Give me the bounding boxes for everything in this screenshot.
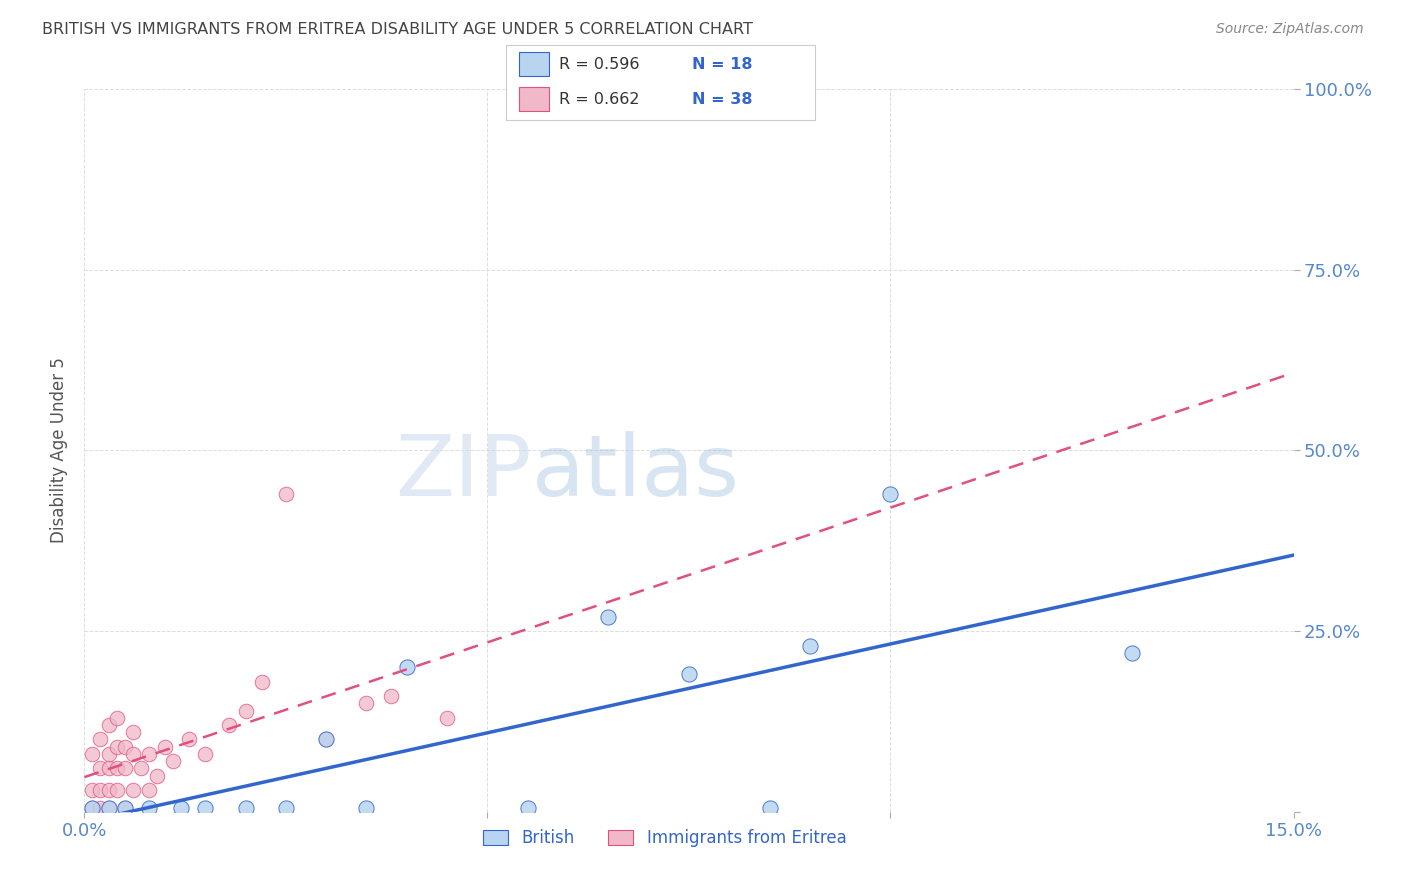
Point bbox=[105, 783, 128, 797]
Point bbox=[598, 609, 620, 624]
Point bbox=[194, 801, 217, 815]
Point bbox=[121, 783, 143, 797]
Point bbox=[89, 732, 111, 747]
Point bbox=[89, 783, 111, 797]
Text: R = 0.662: R = 0.662 bbox=[558, 92, 640, 107]
Y-axis label: Disability Age Under 5: Disability Age Under 5 bbox=[49, 358, 67, 543]
Point bbox=[235, 704, 257, 718]
Point bbox=[129, 761, 152, 775]
Point bbox=[274, 801, 297, 815]
Text: N = 38: N = 38 bbox=[692, 92, 752, 107]
Point bbox=[170, 801, 193, 815]
Point bbox=[105, 711, 128, 725]
Point bbox=[146, 769, 169, 783]
Point bbox=[179, 732, 201, 747]
Point bbox=[82, 801, 104, 815]
Point bbox=[758, 801, 780, 815]
Point bbox=[356, 801, 378, 815]
Point bbox=[97, 747, 120, 761]
Point bbox=[436, 711, 458, 725]
Point bbox=[678, 667, 700, 681]
Point bbox=[97, 783, 120, 797]
Point bbox=[138, 783, 160, 797]
Point bbox=[799, 639, 821, 653]
Point bbox=[1121, 646, 1143, 660]
Point bbox=[235, 801, 257, 815]
Text: atlas: atlas bbox=[531, 431, 740, 514]
Text: Source: ZipAtlas.com: Source: ZipAtlas.com bbox=[1216, 22, 1364, 37]
Point bbox=[114, 801, 136, 815]
Point bbox=[105, 739, 128, 754]
Point bbox=[121, 725, 143, 739]
Bar bbox=[519, 52, 550, 77]
Point bbox=[82, 783, 104, 797]
Point bbox=[218, 718, 240, 732]
Point bbox=[82, 747, 104, 761]
Point bbox=[89, 801, 111, 815]
Bar bbox=[519, 87, 550, 112]
Point bbox=[879, 487, 901, 501]
Point bbox=[274, 487, 297, 501]
Point bbox=[82, 801, 104, 815]
Point bbox=[250, 674, 273, 689]
Point bbox=[114, 761, 136, 775]
Point bbox=[153, 739, 176, 754]
Text: N = 18: N = 18 bbox=[692, 57, 752, 72]
Point bbox=[89, 761, 111, 775]
Point bbox=[315, 732, 337, 747]
Point bbox=[315, 732, 337, 747]
Point bbox=[356, 696, 378, 710]
Point bbox=[97, 801, 120, 815]
Point bbox=[395, 660, 418, 674]
Text: R = 0.596: R = 0.596 bbox=[558, 57, 640, 72]
Point bbox=[97, 761, 120, 775]
Point bbox=[105, 761, 128, 775]
Text: BRITISH VS IMMIGRANTS FROM ERITREA DISABILITY AGE UNDER 5 CORRELATION CHART: BRITISH VS IMMIGRANTS FROM ERITREA DISAB… bbox=[42, 22, 754, 37]
Point bbox=[97, 718, 120, 732]
Point bbox=[114, 739, 136, 754]
Point bbox=[114, 801, 136, 815]
Point bbox=[97, 801, 120, 815]
Point bbox=[516, 801, 538, 815]
Point bbox=[194, 747, 217, 761]
Point bbox=[162, 754, 184, 768]
Point bbox=[138, 801, 160, 815]
Legend: British, Immigrants from Eritrea: British, Immigrants from Eritrea bbox=[477, 822, 853, 854]
Point bbox=[380, 689, 402, 703]
Point bbox=[121, 747, 143, 761]
Point bbox=[138, 747, 160, 761]
Text: ZIP: ZIP bbox=[395, 431, 531, 514]
